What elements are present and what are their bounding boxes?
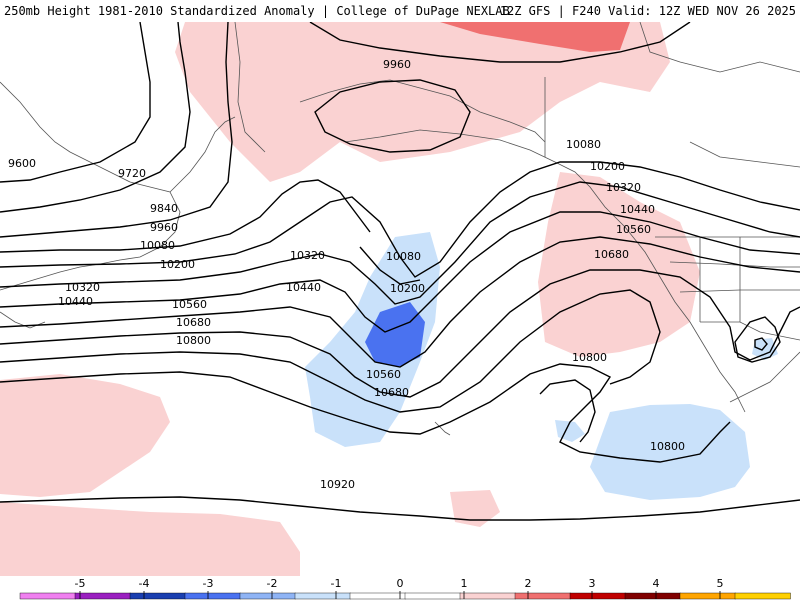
colorbar-segment [349, 592, 406, 600]
negative-anomaly-region [590, 404, 750, 500]
anomaly-shading [0, 22, 778, 576]
height-contour [0, 161, 800, 278]
colorbar-tick-label: -5 [75, 577, 86, 590]
contour-label: 10920 [320, 478, 355, 491]
colorbar-tick-label: -3 [203, 577, 214, 590]
contour-label: 10080 [566, 138, 601, 151]
colorbar-segment [459, 592, 516, 600]
contour-label: 10320 [290, 249, 325, 262]
height-contour [0, 22, 151, 183]
colorbar-tick-label: 5 [717, 577, 724, 590]
coastline [0, 81, 181, 291]
positive-anomaly-region [440, 22, 630, 52]
colorbar-tick-label: -1 [331, 577, 342, 590]
contour-label: 10440 [58, 295, 93, 308]
coastline [234, 22, 266, 153]
height-contour [0, 269, 800, 398]
colorbar-segment [404, 592, 461, 600]
colorbar-segments [19, 592, 791, 600]
colorbar-segment [239, 592, 296, 600]
coastline [169, 116, 236, 193]
height-contour [0, 289, 661, 413]
colorbar-segment [19, 592, 76, 600]
contour-label: 9960 [150, 221, 178, 234]
coastline [729, 351, 800, 403]
height-contour [0, 22, 233, 238]
colorbar-tick-label: -4 [139, 577, 150, 590]
colorbar-ticks: -5 -4 -3 -2 -1 0 1 2 3 4 5 [75, 577, 724, 599]
height-contour [0, 179, 371, 253]
height-contour [0, 496, 800, 521]
colorbar-tick-label: -2 [267, 577, 278, 590]
height-contour [0, 363, 731, 463]
contour-label: 10200 [590, 160, 625, 173]
height-contour [539, 379, 596, 443]
contour-label: 10320 [65, 281, 100, 294]
height-contour [314, 79, 471, 153]
height-contour [0, 211, 800, 333]
colorbar-segment [624, 592, 681, 600]
contour-label: 10560 [616, 223, 651, 236]
height-contour [309, 22, 691, 63]
height-contour [754, 337, 768, 351]
map-header: 250mb Height 1981-2010 Standardized Anom… [0, 0, 800, 22]
colorbar-segment [569, 592, 626, 600]
coastline [434, 421, 451, 436]
coastline [344, 129, 746, 413]
contour-label: 10560 [172, 298, 207, 311]
contour-label: 9600 [8, 157, 36, 170]
colorbar-segment [74, 592, 131, 600]
contour-label: 10200 [390, 282, 425, 295]
contour-label: 9960 [383, 58, 411, 71]
positive-anomaly-region [450, 490, 500, 527]
map-panel: 9600 9720 9840 9960 9960 10080 10080 100… [0, 22, 800, 576]
contour-label: 10800 [650, 440, 685, 453]
height-contour [734, 316, 781, 363]
contour-label: 10440 [286, 281, 321, 294]
contour-label: 10680 [594, 248, 629, 261]
run-valid-time: 12Z GFS | F240 Valid: 12Z WED NOV 26 202… [499, 4, 796, 18]
contour-label: 9720 [118, 167, 146, 180]
colorbar-segment [514, 592, 571, 600]
colorbar-tick-label: 2 [525, 577, 532, 590]
positive-anomaly-region [0, 502, 300, 576]
negative-anomaly-region [365, 302, 425, 367]
coastline [700, 321, 800, 341]
contour-label: 10560 [366, 368, 401, 381]
contour-label: 10200 [160, 258, 195, 271]
colorbar-segment [734, 592, 791, 600]
height-contours [0, 22, 800, 521]
colorbar-tick-label: 4 [653, 577, 660, 590]
colorbar: -5 -4 -3 -2 -1 0 1 2 3 4 5 [19, 577, 791, 600]
coastline [689, 141, 800, 168]
contour-label: 10800 [176, 334, 211, 347]
colorbar-tick-label: 1 [461, 577, 468, 590]
colorbar-tick-label: 0 [397, 577, 404, 590]
height-contour [359, 246, 421, 285]
contour-label: 10080 [386, 250, 421, 263]
colorbar-segment [679, 592, 736, 600]
positive-anomaly-region [0, 374, 170, 497]
colorbar-tick-label: 3 [589, 577, 596, 590]
contour-label: 10080 [140, 239, 175, 252]
height-contour [0, 22, 191, 213]
contour-label: 10440 [620, 203, 655, 216]
height-contour [0, 236, 800, 368]
contour-label: 10800 [572, 351, 607, 364]
colorbar-segment [294, 592, 351, 600]
coastline [639, 22, 800, 73]
positive-anomaly-region [538, 172, 700, 357]
contour-label: 10680 [176, 316, 211, 329]
contour-label: 10680 [374, 386, 409, 399]
coastlines [0, 22, 800, 436]
contour-labels: 9600 9720 9840 9960 9960 10080 10080 100… [8, 58, 685, 491]
height-contour [0, 181, 800, 305]
colorbar-segment [129, 592, 186, 600]
coastline [299, 79, 546, 143]
map-title: 250mb Height 1981-2010 Standardized Anom… [4, 4, 510, 18]
contour-label: 10320 [606, 181, 641, 194]
contour-label: 9840 [150, 202, 178, 215]
colorbar-segment [184, 592, 241, 600]
